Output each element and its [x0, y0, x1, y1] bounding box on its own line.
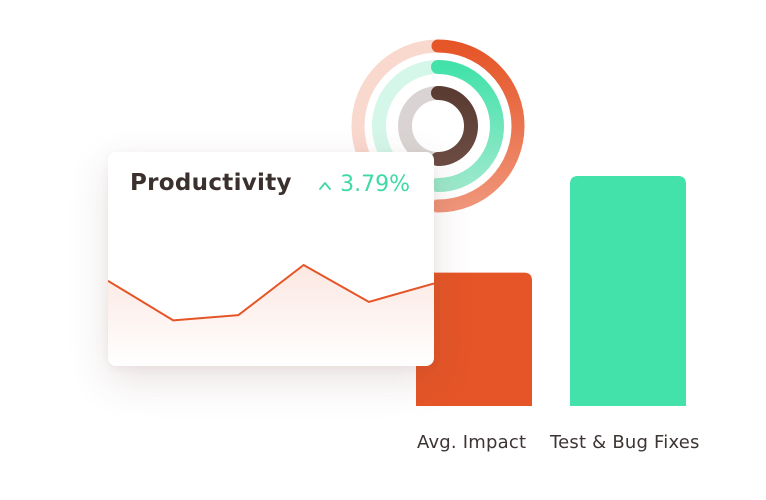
bar-label-avg-impact: Avg. Impact	[417, 432, 527, 453]
bar-test-bug-fixes	[570, 176, 686, 406]
bar-avg-impact	[416, 272, 532, 406]
bar-chart	[416, 176, 686, 406]
ring-outer-progress	[431, 39, 525, 213]
ring-chart	[351, 39, 525, 213]
bar-label-test-bug-fixes: Test & Bug Fixes	[550, 432, 700, 453]
delta-value: 3.79%	[340, 172, 410, 197]
ring-middle-progress	[431, 60, 504, 192]
caret-up-icon	[319, 181, 332, 190]
line-series	[108, 264, 434, 322]
delta-indicator: 3.79%	[318, 172, 410, 197]
productivity-line-chart	[108, 264, 434, 366]
productivity-card: Productivity 3.79%	[108, 152, 434, 366]
line-area	[108, 265, 434, 366]
ring-inner-progress	[431, 86, 478, 166]
card-title: Productivity	[130, 170, 292, 196]
